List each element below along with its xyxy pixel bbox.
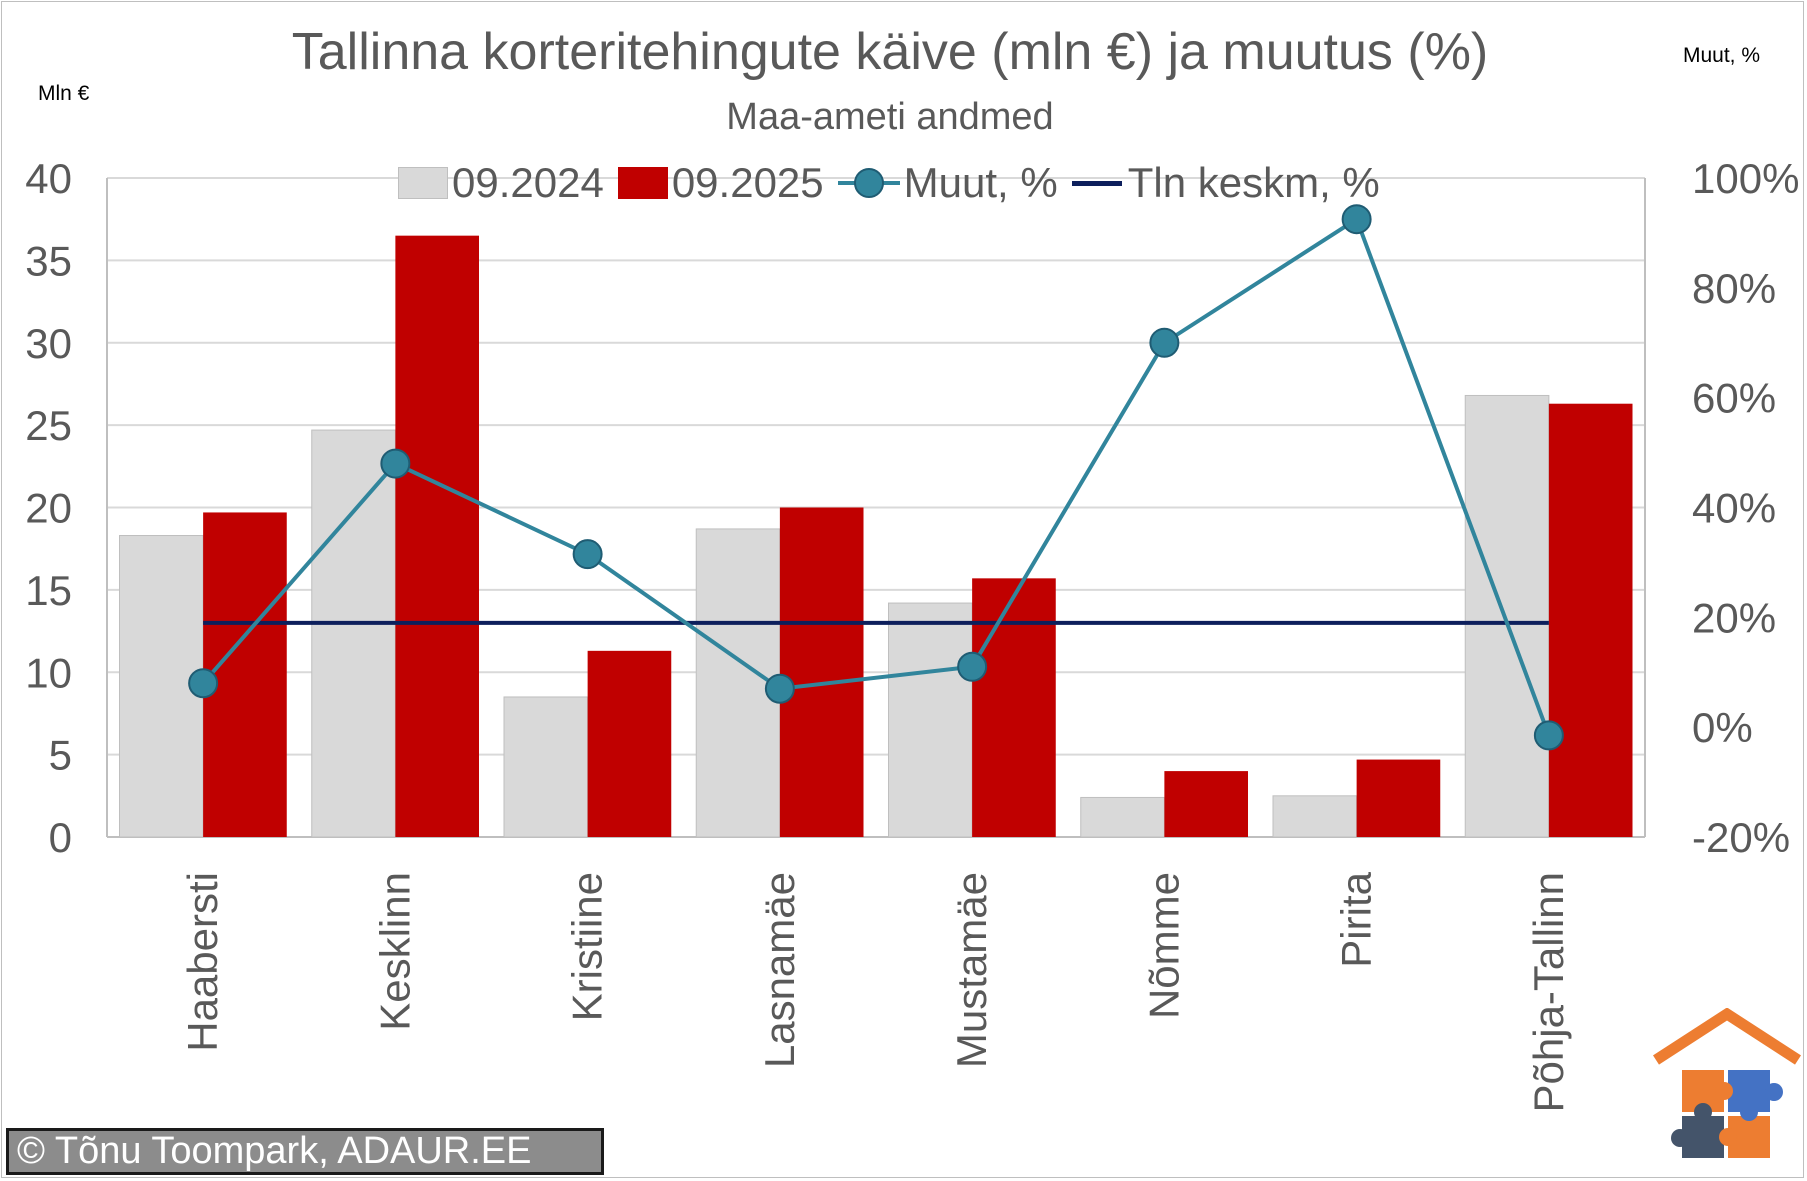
y-tick-label-right: 60% [1692,375,1776,422]
legend-item-average: Tln keskm, % [1071,159,1380,207]
legend-item-2025: 09.2025 [617,159,824,207]
y-tick-label-left: 10 [25,649,72,696]
change-line [201,216,1551,737]
y-tick-label-right: 100% [1692,155,1799,202]
bar-2025 [1356,759,1441,837]
legend-label-2024: 09.2024 [452,159,604,206]
y-tick-label-left: 5 [49,732,72,779]
copyright-credit: © Tõnu Toompark, ADAUR.EE [6,1128,604,1175]
bar-2024 [503,696,589,838]
legend-swatch-average [1071,180,1122,186]
bar-2024 [1080,796,1165,838]
x-tick-label: Lasnamäe [756,872,803,1068]
legend-label-average: Tln keskm, % [1127,159,1380,206]
y-tick-label-left: 25 [25,402,72,449]
y-tick-label-left: 20 [25,485,72,532]
legend-label-2025: 09.2025 [671,159,824,206]
x-tick-label: Kesklinn [371,872,418,1031]
chart-title: Tallinna korteritehingute käive (mln €) … [291,23,1489,81]
change-marker [764,673,795,704]
bar-2025 [1548,403,1633,837]
x-tick-label: Nõmme [1140,872,1187,1019]
legend-item-2024: 09.2024 [398,159,604,207]
y-tick-label-right: -20% [1692,814,1790,861]
x-tick-label: Kristiine [564,872,611,1021]
x-tick-label: Pirita [1333,871,1380,967]
y-tick-label-right: 20% [1692,594,1776,641]
legend-swatch-change [837,167,900,199]
chart-legend: 09.2024 09.2025 Muut, % Tln keskm, % [398,158,1394,208]
house-puzzle-logo-icon [1653,1008,1801,1158]
bar-2025 [203,512,287,837]
bar-2025 [1164,771,1249,837]
bar-2024 [1272,795,1358,838]
y-tick-label-right: 0% [1692,704,1753,751]
bar-2025 [972,578,1056,837]
y-tick-label-left: 30 [25,320,72,367]
left-axis-unit: Mln € [38,82,90,105]
change-marker [1149,327,1180,358]
y-tick-label-left: 0 [49,814,72,861]
bar-2024 [311,429,396,838]
y-tick-label-right: 80% [1692,265,1776,312]
change-marker [957,651,988,682]
change-marker [380,448,411,479]
change-marker [1533,720,1564,751]
legend-item-change: Muut, % [837,159,1058,207]
x-tick-label: Haabersti [179,872,226,1052]
legend-swatch-2025 [617,167,668,199]
bar-2025 [779,507,864,837]
x-tick-label: Põhja-Tallinn [1525,872,1572,1112]
bar-2024 [1464,394,1550,838]
y-tick-label-right: 40% [1692,485,1776,532]
change-marker [188,668,219,699]
bar-2024 [887,602,973,838]
legend-swatch-2024 [398,167,448,199]
change-marker [1341,204,1372,235]
change-marker [572,539,603,570]
legend-label-change: Muut, % [903,159,1058,206]
y-tick-label-left: 15 [25,567,72,614]
y-tick-label-left: 35 [25,237,72,284]
chart-subtitle: Maa-ameti andmed [726,96,1054,138]
bar-2025 [587,650,672,837]
right-axis-unit: Muut, % [1683,44,1761,67]
bar-2025 [395,235,480,838]
x-tick-label: Mustamäe [948,872,995,1068]
bar-2024 [695,528,781,838]
y-tick-label-left: 40 [25,155,72,202]
